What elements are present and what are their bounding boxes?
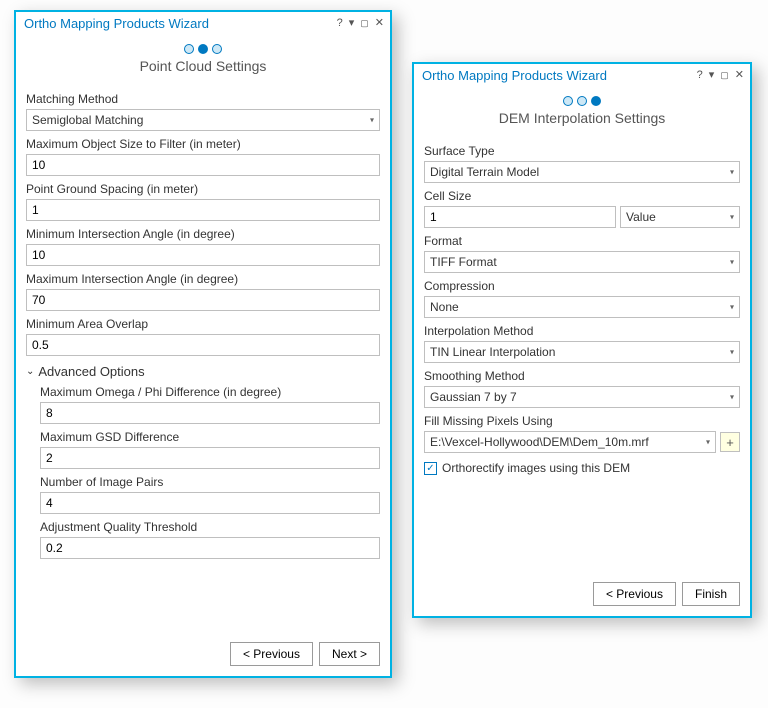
pgs-label: Point Ground Spacing (in meter) <box>26 182 380 196</box>
previous-button[interactable]: < Previous <box>230 642 313 666</box>
ortho-checkbox-label: Orthorectify images using this DEM <box>442 461 630 475</box>
smooth-select[interactable]: Gaussian 7 by 7 ▾ <box>424 386 740 408</box>
omega-input[interactable] <box>40 402 380 424</box>
pairs-label: Number of Image Pairs <box>40 475 380 489</box>
footer-buttons: < Previous Next > <box>16 634 390 676</box>
max-int-label: Maximum Intersection Angle (in degree) <box>26 272 380 286</box>
form-content: Matching Method Semiglobal Matching ▾ Ma… <box>16 82 390 567</box>
chevron-down-icon: ▾ <box>730 258 734 267</box>
step-dot-active <box>198 44 208 54</box>
footer-buttons: < Previous Finish <box>414 574 750 616</box>
cell-size-unit-value: Value <box>626 210 656 224</box>
fill-select[interactable]: E:\Vexcel-Hollywood\DEM\Dem_10m.mrf ▾ <box>424 431 716 453</box>
step-dot <box>212 44 222 54</box>
compression-select[interactable]: None ▾ <box>424 296 740 318</box>
window-controls: ? ▾ ▢ ✕ <box>697 70 744 81</box>
max-int-input[interactable] <box>26 289 380 311</box>
advanced-options-header[interactable]: ⌄ Advanced Options <box>26 364 380 379</box>
minimize-icon[interactable]: ▾ <box>349 18 355 29</box>
next-button[interactable]: Next > <box>319 642 380 666</box>
cell-size-label: Cell Size <box>424 189 740 203</box>
wizard-window-point-cloud: Ortho Mapping Products Wizard ? ▾ ▢ ✕ Po… <box>14 10 392 678</box>
check-icon: ✓ <box>426 463 434 474</box>
matching-method-value: Semiglobal Matching <box>32 113 143 127</box>
close-icon[interactable]: ✕ <box>375 18 384 29</box>
cell-size-unit-select[interactable]: Value ▾ <box>620 206 740 228</box>
cell-size-input[interactable] <box>424 206 616 228</box>
smooth-value: Gaussian 7 by 7 <box>430 390 517 404</box>
window-title: Ortho Mapping Products Wizard <box>24 16 209 31</box>
close-icon[interactable]: ✕ <box>735 70 744 81</box>
page-subtitle: Point Cloud Settings <box>16 58 390 74</box>
chevron-down-icon: ▾ <box>370 116 374 125</box>
step-dot <box>563 96 573 106</box>
finish-button[interactable]: Finish <box>682 582 740 606</box>
surface-type-select[interactable]: Digital Terrain Model ▾ <box>424 161 740 183</box>
maximize-icon[interactable]: ▢ <box>360 19 369 28</box>
gsd-label: Maximum GSD Difference <box>40 430 380 444</box>
gsd-input[interactable] <box>40 447 380 469</box>
plus-icon: + <box>726 436 734 449</box>
advanced-options-label: Advanced Options <box>38 364 144 379</box>
titlebar: Ortho Mapping Products Wizard ? ▾ ▢ ✕ <box>414 64 750 86</box>
page-subtitle: DEM Interpolation Settings <box>414 110 750 126</box>
smooth-label: Smoothing Method <box>424 369 740 383</box>
wizard-window-dem: Ortho Mapping Products Wizard ? ▾ ▢ ✕ DE… <box>412 62 752 618</box>
max-obj-label: Maximum Object Size to Filter (in meter) <box>26 137 380 151</box>
compression-value: None <box>430 300 459 314</box>
interp-select[interactable]: TIN Linear Interpolation ▾ <box>424 341 740 363</box>
quality-label: Adjustment Quality Threshold <box>40 520 380 534</box>
min-overlap-input[interactable] <box>26 334 380 356</box>
surface-type-value: Digital Terrain Model <box>430 165 539 179</box>
fill-value: E:\Vexcel-Hollywood\DEM\Dem_10m.mrf <box>430 435 649 449</box>
min-overlap-label: Minimum Area Overlap <box>26 317 380 331</box>
format-label: Format <box>424 234 740 248</box>
step-indicator: Point Cloud Settings <box>16 44 390 74</box>
matching-method-label: Matching Method <box>26 92 380 106</box>
step-dot <box>184 44 194 54</box>
step-dot <box>577 96 587 106</box>
previous-button[interactable]: < Previous <box>593 582 676 606</box>
titlebar: Ortho Mapping Products Wizard ? ▾ ▢ ✕ <box>16 12 390 34</box>
step-indicator: DEM Interpolation Settings <box>414 96 750 126</box>
help-icon[interactable]: ? <box>697 70 703 81</box>
max-obj-input[interactable] <box>26 154 380 176</box>
format-value: TIFF Format <box>430 255 497 269</box>
surface-type-label: Surface Type <box>424 144 740 158</box>
interp-value: TIN Linear Interpolation <box>430 345 555 359</box>
compression-label: Compression <box>424 279 740 293</box>
window-controls: ? ▾ ▢ ✕ <box>337 18 384 29</box>
quality-input[interactable] <box>40 537 380 559</box>
pairs-input[interactable] <box>40 492 380 514</box>
window-title: Ortho Mapping Products Wizard <box>422 68 607 83</box>
ortho-checkbox[interactable]: ✓ <box>424 462 437 475</box>
chevron-down-icon: ▾ <box>730 393 734 402</box>
interp-label: Interpolation Method <box>424 324 740 338</box>
omega-label: Maximum Omega / Phi Difference (in degre… <box>40 385 380 399</box>
add-layer-button[interactable]: + <box>720 432 740 452</box>
step-dot-active <box>591 96 601 106</box>
minimize-icon[interactable]: ▾ <box>709 70 715 81</box>
format-select[interactable]: TIFF Format ▾ <box>424 251 740 273</box>
chevron-down-icon: ▾ <box>730 213 734 222</box>
advanced-options-section: Maximum Omega / Phi Difference (in degre… <box>26 385 380 559</box>
help-icon[interactable]: ? <box>337 18 343 29</box>
chevron-down-icon: ⌄ <box>26 366 34 377</box>
fill-label: Fill Missing Pixels Using <box>424 414 740 428</box>
maximize-icon[interactable]: ▢ <box>720 71 729 80</box>
form-content: Surface Type Digital Terrain Model ▾ Cel… <box>414 134 750 483</box>
ortho-checkbox-row[interactable]: ✓ Orthorectify images using this DEM <box>424 461 740 475</box>
pgs-input[interactable] <box>26 199 380 221</box>
chevron-down-icon: ▾ <box>730 168 734 177</box>
min-int-input[interactable] <box>26 244 380 266</box>
chevron-down-icon: ▾ <box>730 303 734 312</box>
min-int-label: Minimum Intersection Angle (in degree) <box>26 227 380 241</box>
chevron-down-icon: ▾ <box>706 438 710 447</box>
chevron-down-icon: ▾ <box>730 348 734 357</box>
matching-method-select[interactable]: Semiglobal Matching ▾ <box>26 109 380 131</box>
